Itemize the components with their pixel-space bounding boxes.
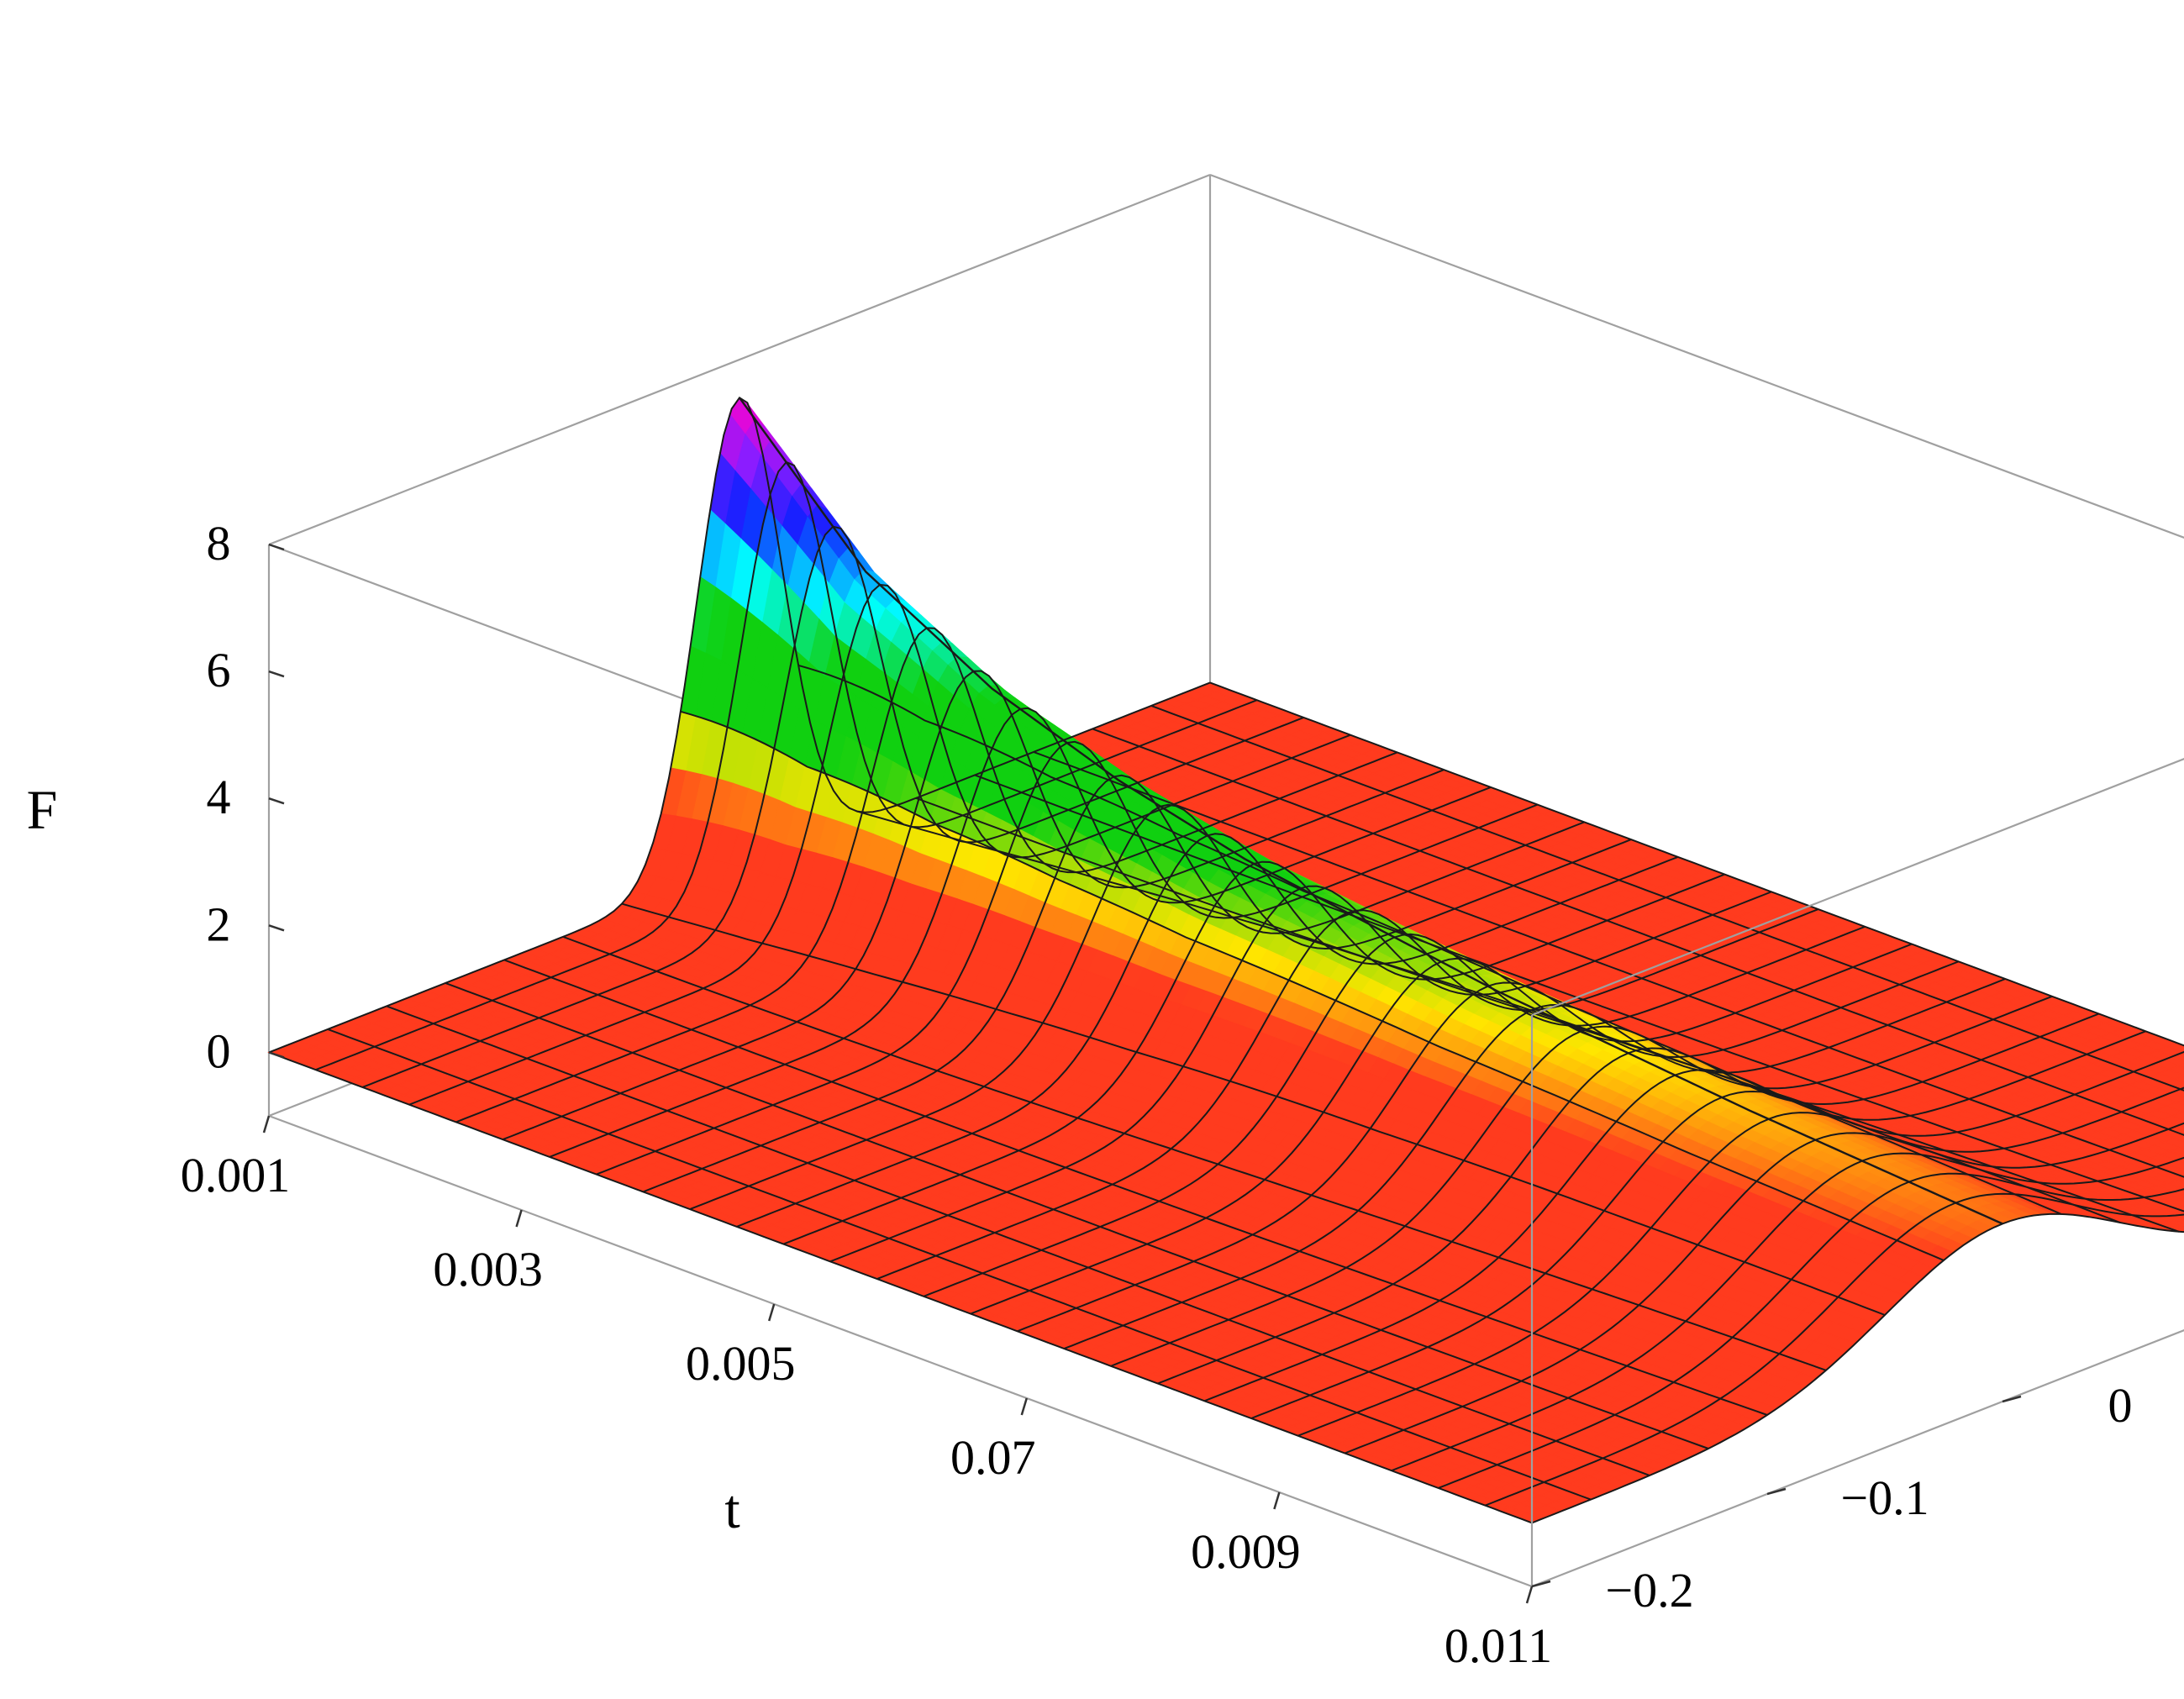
surface-fill <box>269 397 2184 1523</box>
surface-mesh <box>269 397 2184 1523</box>
box-edge <box>1210 175 2184 645</box>
